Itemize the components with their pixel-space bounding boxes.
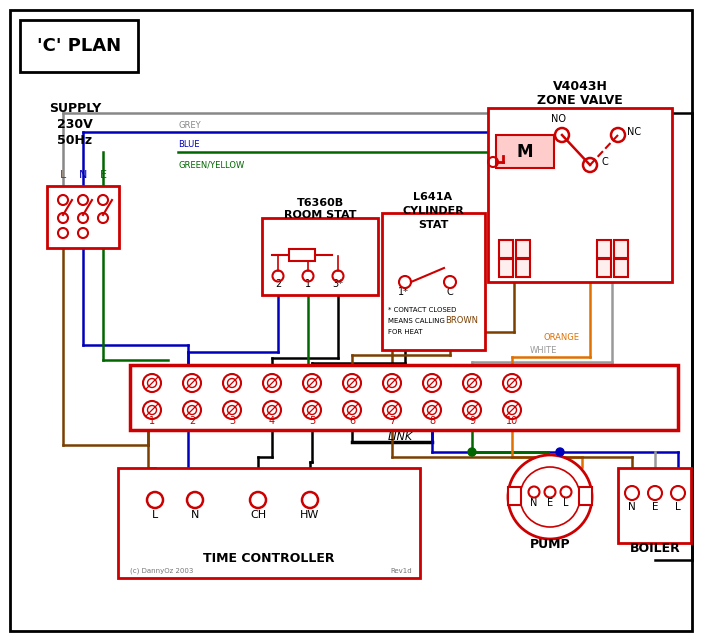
- Text: GREEN/YELLOW: GREEN/YELLOW: [178, 160, 244, 169]
- Text: 2: 2: [275, 279, 281, 289]
- Text: NC: NC: [627, 127, 641, 137]
- Text: LINK: LINK: [388, 432, 413, 442]
- Text: GREY: GREY: [178, 121, 201, 130]
- Bar: [382, 213, 485, 350]
- Bar: [614, 259, 628, 277]
- Text: 230V: 230V: [57, 117, 93, 131]
- Text: L641A: L641A: [413, 192, 453, 202]
- Text: 8: 8: [429, 416, 435, 426]
- Text: 7: 7: [389, 416, 395, 426]
- Circle shape: [520, 467, 580, 527]
- Text: ORANGE: ORANGE: [543, 333, 579, 342]
- Text: E: E: [547, 498, 553, 508]
- Circle shape: [508, 455, 592, 539]
- Bar: [262, 218, 378, 295]
- Text: 10: 10: [506, 416, 518, 426]
- Text: N: N: [79, 170, 87, 180]
- Bar: [516, 240, 530, 258]
- Text: E: E: [100, 170, 107, 180]
- Text: CYLINDER: CYLINDER: [402, 206, 464, 216]
- Bar: [579, 487, 592, 505]
- Bar: [618, 468, 691, 543]
- Bar: [516, 259, 530, 277]
- Text: V4043H: V4043H: [552, 80, 607, 93]
- Text: 'C' PLAN: 'C' PLAN: [37, 37, 121, 55]
- Text: N: N: [530, 498, 538, 508]
- Text: 50Hz: 50Hz: [58, 133, 93, 147]
- Text: N: N: [628, 502, 636, 512]
- Text: 9: 9: [469, 416, 475, 426]
- Text: PUMP: PUMP: [530, 538, 570, 551]
- Bar: [488, 108, 672, 282]
- Text: STAT: STAT: [418, 220, 448, 230]
- Text: 1*: 1*: [397, 287, 409, 297]
- Text: FOR HEAT: FOR HEAT: [388, 329, 423, 335]
- Text: Rev1d: Rev1d: [390, 568, 411, 574]
- Bar: [508, 487, 521, 505]
- Text: T6360B: T6360B: [296, 198, 343, 208]
- Text: BOILER: BOILER: [630, 542, 680, 555]
- Text: 6: 6: [349, 416, 355, 426]
- Bar: [20, 20, 138, 72]
- Circle shape: [468, 448, 476, 456]
- Text: 4: 4: [269, 416, 275, 426]
- Bar: [47, 186, 119, 248]
- Bar: [499, 259, 513, 277]
- Text: L: L: [152, 510, 158, 520]
- Bar: [597, 259, 611, 277]
- Text: L: L: [675, 502, 681, 512]
- Text: M: M: [517, 143, 534, 161]
- Text: 3*: 3*: [333, 279, 343, 289]
- Text: HW: HW: [300, 510, 319, 520]
- Text: 3: 3: [229, 416, 235, 426]
- Text: C: C: [446, 287, 453, 297]
- Text: * CONTACT CLOSED: * CONTACT CLOSED: [388, 307, 456, 313]
- Text: L: L: [60, 170, 66, 180]
- Text: MEANS CALLING: MEANS CALLING: [388, 318, 445, 324]
- Text: ROOM STAT: ROOM STAT: [284, 210, 356, 220]
- Bar: [289, 249, 315, 261]
- Text: WHITE: WHITE: [530, 346, 557, 355]
- Bar: [597, 240, 611, 258]
- Text: E: E: [651, 502, 658, 512]
- Bar: [499, 240, 513, 258]
- Text: ZONE VALVE: ZONE VALVE: [537, 94, 623, 107]
- Text: L: L: [563, 498, 569, 508]
- Text: NO: NO: [550, 114, 566, 124]
- Bar: [118, 468, 420, 578]
- Text: (c) DannyOz 2003: (c) DannyOz 2003: [130, 568, 193, 574]
- Bar: [130, 365, 678, 430]
- Bar: [614, 240, 628, 258]
- Text: BLUE: BLUE: [178, 140, 199, 149]
- Bar: [496, 135, 554, 168]
- Text: 1: 1: [149, 416, 155, 426]
- Text: 5: 5: [309, 416, 315, 426]
- Text: 1: 1: [305, 279, 311, 289]
- Text: TIME CONTROLLER: TIME CONTROLLER: [204, 552, 335, 565]
- Text: C: C: [601, 157, 608, 167]
- Text: N: N: [191, 510, 199, 520]
- Text: BROWN: BROWN: [445, 316, 478, 325]
- Text: 2: 2: [189, 416, 195, 426]
- Circle shape: [556, 448, 564, 456]
- Text: CH: CH: [250, 510, 266, 520]
- Text: SUPPLY: SUPPLY: [49, 101, 101, 115]
